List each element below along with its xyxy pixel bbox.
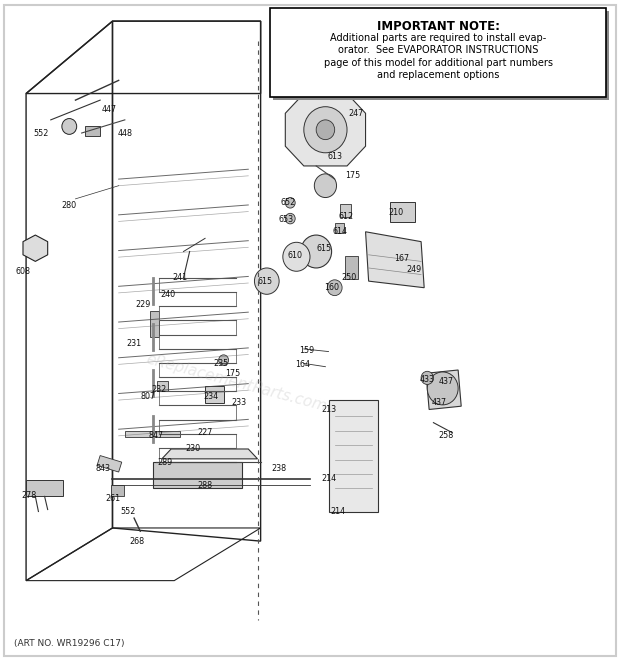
Text: 653: 653 xyxy=(279,215,294,225)
Text: IMPORTANT NOTE:: IMPORTANT NOTE: xyxy=(376,20,500,33)
Circle shape xyxy=(62,118,77,134)
Circle shape xyxy=(304,106,347,153)
Polygon shape xyxy=(366,232,424,288)
Text: 227: 227 xyxy=(197,428,213,437)
Text: 847: 847 xyxy=(148,432,163,440)
Text: 552: 552 xyxy=(120,507,136,516)
Text: 167: 167 xyxy=(394,254,409,262)
Text: 261: 261 xyxy=(105,494,120,503)
Polygon shape xyxy=(329,400,378,512)
Text: 175: 175 xyxy=(345,171,361,180)
Text: 213: 213 xyxy=(321,405,336,414)
Text: 249: 249 xyxy=(406,266,422,274)
Bar xyxy=(149,311,159,337)
Circle shape xyxy=(427,372,458,405)
Bar xyxy=(345,256,358,279)
Circle shape xyxy=(285,198,295,208)
Text: 250: 250 xyxy=(341,274,356,282)
Text: 210: 210 xyxy=(389,208,404,217)
Text: 159: 159 xyxy=(299,346,314,355)
Text: 214: 214 xyxy=(330,507,345,516)
Circle shape xyxy=(283,243,310,271)
Bar xyxy=(335,223,344,233)
Text: (ART NO. WR19296 C17): (ART NO. WR19296 C17) xyxy=(14,639,124,648)
Bar xyxy=(153,462,242,488)
Text: 614: 614 xyxy=(332,227,347,236)
Bar xyxy=(157,381,168,391)
Circle shape xyxy=(301,235,332,268)
Bar xyxy=(340,204,351,217)
Bar xyxy=(205,387,224,403)
Text: 233: 233 xyxy=(231,399,247,407)
Text: 232: 232 xyxy=(151,385,166,394)
Polygon shape xyxy=(97,455,122,472)
Text: 288: 288 xyxy=(198,481,213,490)
Circle shape xyxy=(316,120,335,139)
Bar xyxy=(390,202,415,222)
Text: 230: 230 xyxy=(185,444,200,453)
Text: 448: 448 xyxy=(117,128,132,137)
Circle shape xyxy=(327,280,342,295)
Text: 615: 615 xyxy=(258,277,273,286)
Text: 160: 160 xyxy=(324,283,339,292)
Circle shape xyxy=(285,214,295,224)
Text: eReplacementParts.com: eReplacementParts.com xyxy=(144,352,328,414)
Text: 807: 807 xyxy=(141,392,156,401)
Polygon shape xyxy=(162,449,257,459)
Text: 280: 280 xyxy=(62,201,77,210)
Polygon shape xyxy=(285,94,366,166)
Text: 615: 615 xyxy=(317,244,332,253)
Text: 214: 214 xyxy=(321,474,336,483)
FancyBboxPatch shape xyxy=(270,8,606,97)
Bar xyxy=(85,126,100,136)
Text: 234: 234 xyxy=(204,392,219,401)
Text: 164: 164 xyxy=(295,360,310,369)
Text: 613: 613 xyxy=(327,151,342,161)
Text: 652: 652 xyxy=(281,198,296,207)
Text: 241: 241 xyxy=(173,274,188,282)
Circle shape xyxy=(219,355,229,366)
Bar xyxy=(125,430,180,437)
Text: 278: 278 xyxy=(22,490,37,500)
Text: 447: 447 xyxy=(102,106,117,114)
Text: 552: 552 xyxy=(34,128,49,137)
Text: 238: 238 xyxy=(272,464,286,473)
Text: 229: 229 xyxy=(136,299,151,309)
Circle shape xyxy=(421,371,433,385)
Text: 289: 289 xyxy=(157,457,172,467)
Text: 433: 433 xyxy=(420,375,435,384)
FancyBboxPatch shape xyxy=(273,11,609,100)
Polygon shape xyxy=(23,235,48,261)
Text: 235: 235 xyxy=(213,359,228,368)
Text: 437: 437 xyxy=(438,377,453,386)
Text: 175: 175 xyxy=(225,369,241,378)
Text: 240: 240 xyxy=(161,290,175,299)
Text: 612: 612 xyxy=(339,212,353,221)
Bar xyxy=(26,480,63,496)
Text: 247: 247 xyxy=(348,109,364,118)
Bar xyxy=(111,485,123,496)
Text: 231: 231 xyxy=(126,339,141,348)
Text: 268: 268 xyxy=(130,537,144,545)
Text: 610: 610 xyxy=(287,251,302,260)
Text: 608: 608 xyxy=(16,267,30,276)
Circle shape xyxy=(314,174,337,198)
Polygon shape xyxy=(426,370,461,409)
Circle shape xyxy=(254,268,279,294)
Text: 843: 843 xyxy=(95,464,111,473)
Text: 258: 258 xyxy=(438,432,453,440)
Text: Additional parts are required to install evap-
orator.  See EVAPORATOR INSTRUCTI: Additional parts are required to install… xyxy=(324,33,552,80)
Text: 437: 437 xyxy=(432,399,447,407)
